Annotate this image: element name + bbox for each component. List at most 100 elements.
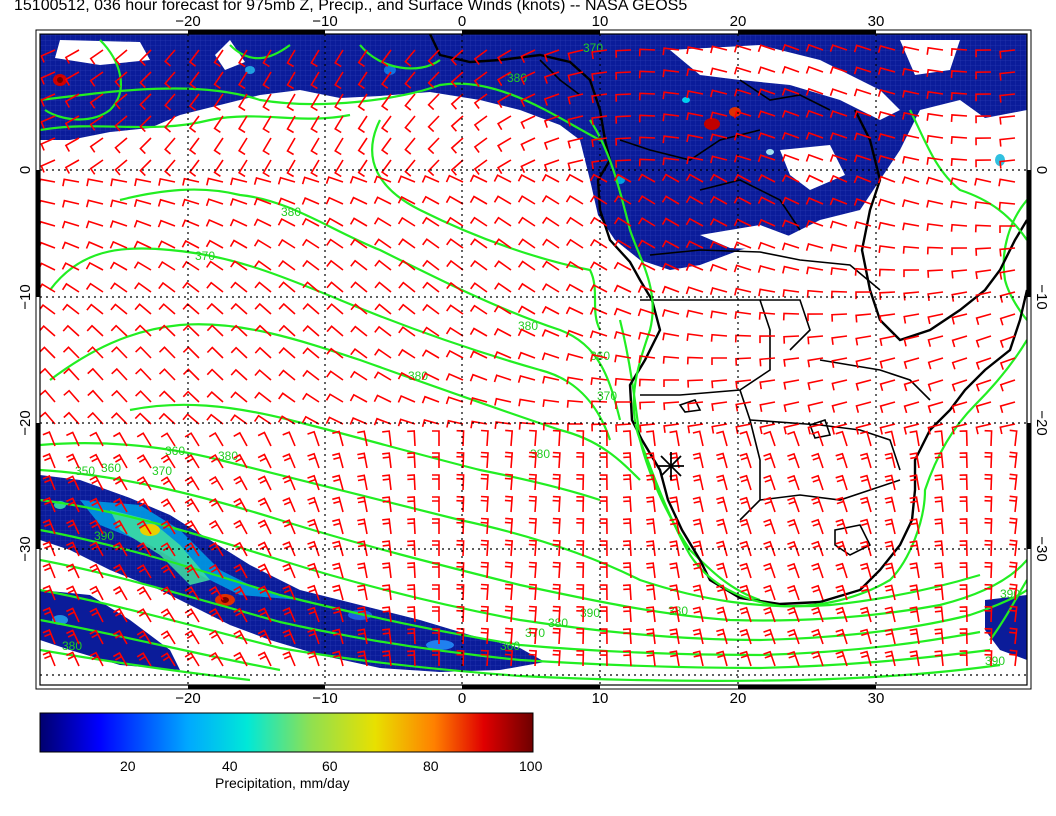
wind-barb: [504, 517, 514, 535]
wind-barb: [85, 220, 104, 229]
wind-barb: [398, 238, 416, 249]
wind-barb: [66, 563, 80, 579]
wind-barb: [398, 303, 416, 315]
wind-barb: [205, 218, 224, 227]
wind-barb: [89, 159, 104, 175]
wind-barb: [646, 496, 656, 513]
wind-barb: [253, 177, 272, 185]
wind-barb: [456, 429, 465, 447]
borders: [539, 59, 931, 556]
wind-barb: [637, 195, 656, 205]
wind-barb: [781, 87, 800, 96]
wind-barb: [184, 498, 200, 513]
wind-barb: [853, 197, 872, 206]
lon-tick-label: 0: [458, 690, 466, 707]
wind-barb: [903, 291, 920, 301]
wind-barb: [591, 159, 608, 170]
wind-barb: [134, 324, 152, 337]
wind-barb: [735, 379, 752, 389]
wind-barb: [160, 652, 176, 667]
wind-barb: [835, 606, 848, 623]
wind-barb: [576, 584, 585, 601]
wind-barb: [407, 496, 416, 513]
wind-barb: [114, 93, 128, 110]
wind-barb: [589, 330, 608, 339]
wind-barb: [517, 195, 536, 205]
wind-barb: [398, 259, 416, 271]
wind-barb: [599, 496, 608, 513]
wind-barb: [877, 67, 896, 75]
wind-barb: [450, 93, 464, 110]
wind-barb: [282, 607, 296, 623]
wind-barb: [781, 131, 800, 140]
wind-barb: [781, 43, 800, 52]
wind-barb: [63, 411, 80, 425]
wind-barb: [781, 196, 800, 205]
wind-barb: [277, 197, 296, 206]
wind-barb: [282, 497, 296, 513]
wind-barb: [613, 173, 632, 183]
wind-barb: [504, 561, 514, 579]
wind-barb: [230, 414, 248, 425]
wind-barb: [783, 379, 800, 390]
wind-barb: [909, 540, 920, 557]
wind-barb: [398, 326, 416, 337]
wind-barb: [326, 238, 344, 249]
wind-barb: [542, 238, 560, 249]
wind-barb: [1009, 649, 1018, 667]
wind-barb: [552, 473, 561, 491]
wind-barb: [543, 159, 560, 172]
wind-barb: [374, 238, 392, 249]
wind-barb: [646, 518, 656, 535]
wind-barb: [567, 423, 584, 431]
wind-barb: [950, 158, 968, 166]
wind-barb: [208, 432, 224, 447]
wind-barb: [158, 324, 176, 337]
wind-barb: [230, 346, 248, 359]
wind-barb: [692, 562, 704, 579]
wind-barb: [805, 43, 824, 52]
wind-barb: [663, 401, 680, 411]
wind-barb: [302, 392, 320, 403]
wind-barb: [213, 137, 224, 155]
wind-barb: [136, 564, 152, 579]
wind-barb: [404, 71, 416, 89]
wind-barb: [984, 627, 993, 645]
wind-barb: [541, 329, 560, 337]
wind-barb: [407, 430, 416, 447]
wind-barb: [951, 335, 968, 348]
contour-label: 380: [408, 369, 428, 383]
wind-barb: [213, 93, 224, 111]
wind-barb: [456, 649, 465, 667]
wind-barb: [638, 331, 656, 340]
wind-barb: [613, 195, 632, 205]
wind-barb: [909, 628, 920, 645]
wind-barb: [877, 175, 896, 184]
wind-barb: [879, 313, 896, 324]
wind-barb: [382, 584, 392, 601]
wind-barb: [884, 452, 896, 469]
wind-barb: [934, 628, 944, 645]
wind-barb: [787, 452, 800, 469]
wind-barb: [40, 199, 56, 206]
wind-barb: [432, 606, 440, 622]
wind-barb: [975, 335, 992, 348]
wind-barb: [40, 220, 56, 227]
wind-barb: [927, 291, 944, 302]
wind-barb: [89, 115, 104, 131]
colorbar: [39, 712, 534, 753]
wind-barb: [811, 496, 824, 513]
wind-barb: [567, 71, 584, 83]
wind-barb: [114, 115, 128, 132]
wind-barb: [959, 562, 968, 579]
wind-barb: [397, 418, 416, 427]
wind-barb: [591, 49, 608, 60]
wind-barb: [589, 216, 608, 227]
wind-barb: [456, 539, 465, 557]
contour-label: 360: [165, 444, 185, 458]
wind-barb: [325, 416, 344, 425]
wind-barb: [469, 327, 488, 337]
wind-barb: [158, 390, 176, 403]
wind-barb: [879, 401, 896, 414]
wind-barb: [984, 561, 993, 579]
